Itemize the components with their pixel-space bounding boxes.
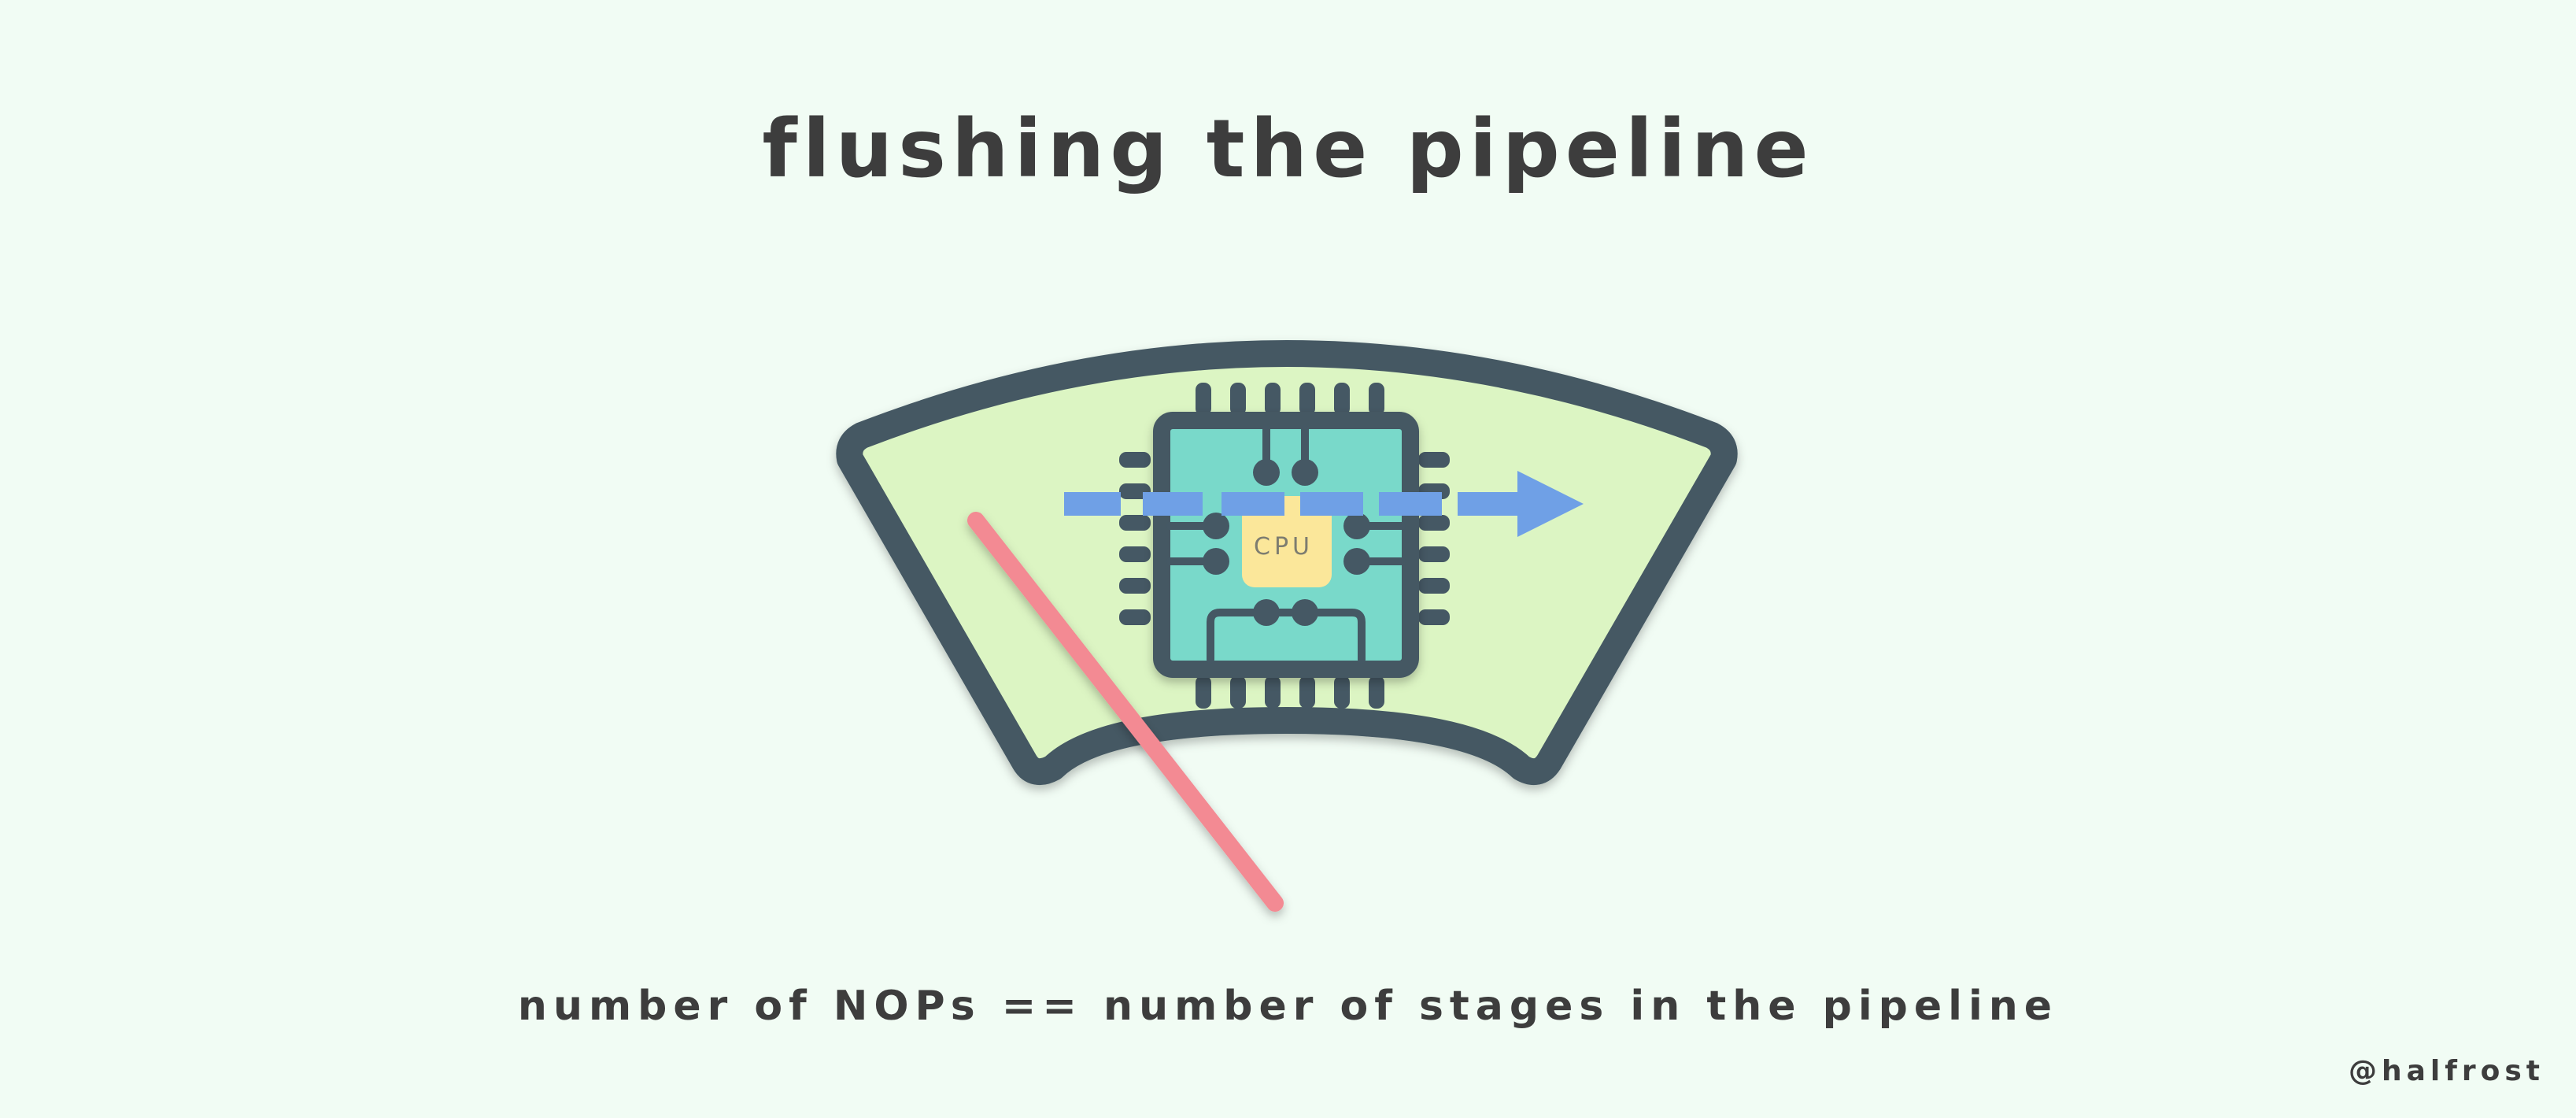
page-title: flushing the pipeline [762,102,1814,196]
caption: number of NOPs == number of stages in th… [517,983,2059,1030]
author-credit: @halfrost [2348,1055,2545,1087]
cpu-label: CPU [1254,533,1314,561]
wiper-icon [967,512,1284,912]
cpu-chip-icon [1119,383,1450,709]
pipeline-arrow-icon [1064,471,1584,537]
